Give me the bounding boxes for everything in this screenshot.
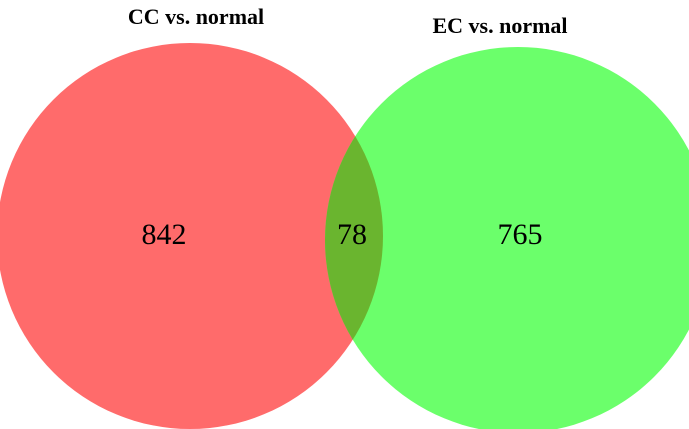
cc-set-title: CC vs. normal (128, 4, 264, 29)
overlap-count: 78 (337, 218, 367, 251)
ec-set-circle (325, 47, 689, 429)
ec-only-count: 765 (498, 218, 543, 251)
cc-set-circle (0, 43, 383, 429)
ec-set-title: EC vs. normal (432, 13, 567, 38)
cc-only-count: 842 (142, 218, 187, 251)
